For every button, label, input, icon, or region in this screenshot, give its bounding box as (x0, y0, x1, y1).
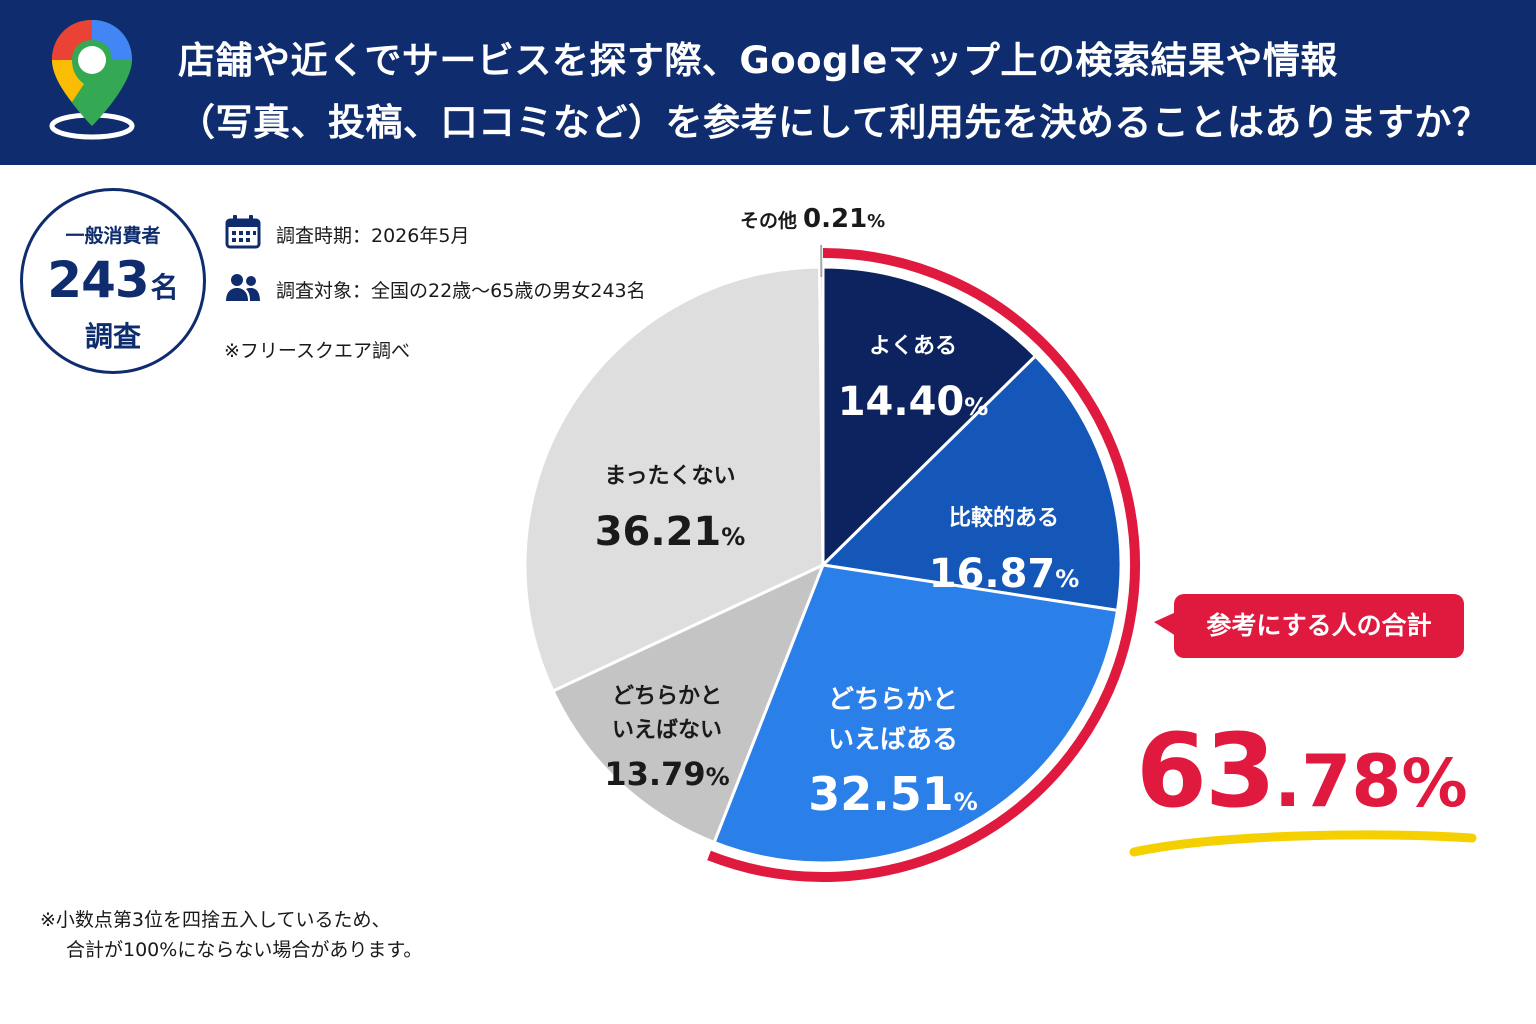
total-underline (1129, 830, 1477, 857)
badge-survey: 調査 (84, 320, 141, 353)
label-yoku-aru-number: 14.40 (837, 379, 965, 425)
survey-target-text: 調査対象：全国の22歳～65歳の男女243名 (276, 280, 646, 302)
label-hikaku: 比較的ある 16.87% (929, 502, 1080, 607)
footnote-line1: ※小数点第3位を四捨五入しているため、 (40, 909, 391, 931)
label-dochira-aru-text1: どちらかと (827, 685, 958, 715)
header-banner: 店舗や近くでサービスを探す際、Googleマップ上の検索結果や情報 （写真、投稿… (0, 0, 1536, 165)
page-title-line1: 店舗や近くでサービスを探す際、Googleマップ上の検索結果や情報 (178, 39, 1338, 82)
map-pin-icon (44, 14, 140, 144)
label-dochira-nai-text1: どちらかと (611, 684, 723, 709)
label-dochira-aru-value: 32.51% (808, 766, 978, 830)
survey-period-text: 調査時期：2026年5月 (276, 225, 470, 247)
footnote-line2: 合計が100%にならない場合があります。 (66, 939, 423, 961)
label-dochira-nai-number: 13.79 (604, 755, 706, 793)
pie-slice (523, 265, 825, 694)
label-yoku-aru-pct: % (964, 393, 989, 421)
calendar-icon (224, 214, 262, 255)
pie-chart (523, 244, 1140, 882)
label-mattaku-number: 36.21 (594, 509, 722, 555)
label-hikaku-pct: % (1055, 565, 1080, 593)
survey-source: ※フリースクエア調べ (224, 340, 410, 362)
label-yoku-aru: よくある 14.40% (838, 330, 989, 435)
label-dochira-aru-number: 32.51 (808, 767, 954, 821)
respondent-badge: 一般消費者 243名 調査 (20, 188, 206, 374)
total-callout-label: 参考にする人の合計 (1174, 594, 1464, 658)
label-hikaku-value: 16.87% (929, 546, 1080, 607)
label-other-number: 0.21 (803, 204, 868, 234)
label-hikaku-number: 16.87 (928, 551, 1056, 597)
label-other-text: その他 (740, 210, 798, 232)
total-value: 63.78% (1136, 712, 1468, 831)
callout-tail (1154, 612, 1176, 636)
label-mattaku-value: 36.21% (595, 504, 746, 565)
label-other: その他 0.21% (740, 204, 885, 234)
survey-period: 調査時期：2026年5月 (224, 214, 469, 255)
page-title-line2: （写真、投稿、口コミなど）を参考にして利用先を決めることはありますか？ (178, 101, 1490, 144)
total-pct: % (1401, 745, 1468, 822)
label-dochira-nai-value: 13.79% (604, 752, 729, 799)
label-dochira-aru: どちらかと いえばある 32.51% (808, 680, 978, 830)
survey-target: 調査対象：全国の22歳～65歳の男女243名 (224, 271, 646, 308)
pie-slice (712, 563, 1120, 865)
pie-slice (819, 353, 1123, 613)
badge-count: 243名 (23, 251, 203, 309)
badge-caption: 一般消費者 (65, 225, 161, 247)
badge-unit: 名 (150, 271, 179, 304)
people-icon (224, 271, 262, 308)
pie-slice (821, 265, 1038, 569)
label-mattaku-text: まったくない (604, 464, 736, 489)
label-dochira-nai-pct: % (705, 763, 730, 791)
label-mattaku-pct: % (721, 523, 746, 551)
label-other-pct: % (867, 211, 886, 232)
total-dec: .78 (1273, 739, 1402, 823)
label-hikaku-text: 比較的ある (948, 506, 1060, 531)
label-yoku-aru-text: よくある (868, 334, 958, 359)
badge-number: 243 (47, 251, 149, 309)
label-mattaku: まったくない 36.21% (595, 460, 746, 565)
label-dochira-aru-pct: % (953, 788, 978, 816)
label-yoku-aru-value: 14.40% (838, 374, 989, 435)
pie-slice (550, 562, 826, 845)
footnote: ※小数点第3位を四捨五入しているため、 合計が100%にならない場合があります。 (40, 905, 422, 965)
highlight-ring (707, 248, 1140, 882)
label-dochira-aru-text2: いえばある (827, 725, 958, 755)
total-int: 63 (1136, 712, 1276, 831)
label-dochira-nai-text2: いえばない (611, 718, 723, 743)
label-dochira-nai: どちらかと いえばない 13.79% (604, 680, 729, 799)
